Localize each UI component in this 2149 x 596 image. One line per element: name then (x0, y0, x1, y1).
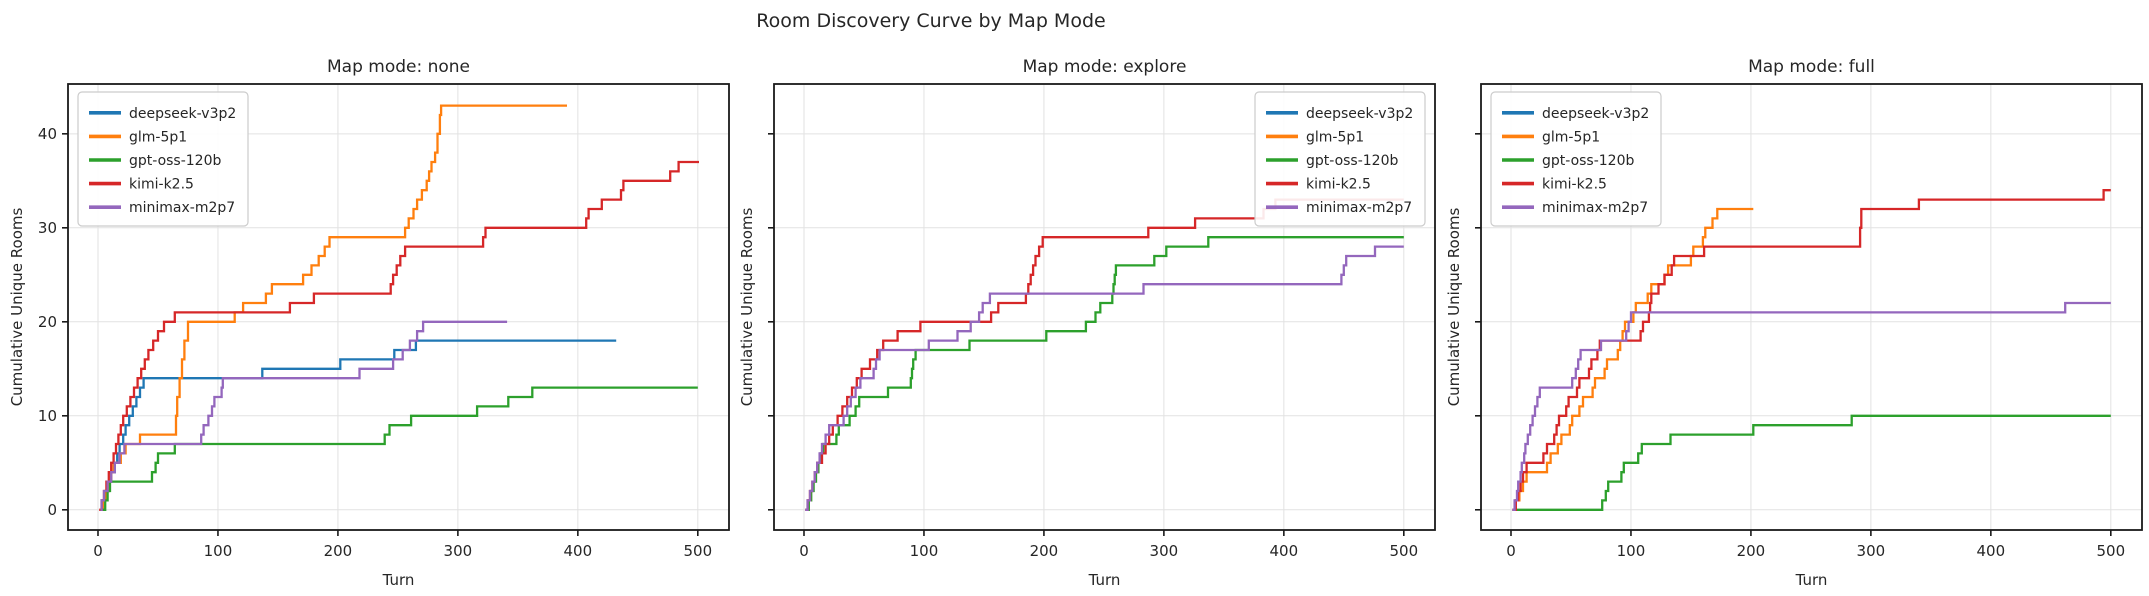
legend-box (77, 91, 249, 227)
series-line-glm-5p1 (100, 104, 567, 511)
legend-label: kimi-k2.5 (1306, 177, 1371, 193)
x-tick-label: 100 (1617, 542, 1646, 560)
x-tick-label: 100 (204, 542, 233, 560)
figure-title: Room Discovery Curve by Map Mode (756, 10, 1105, 32)
y-axis-label: Cumulative Unique Rooms (8, 208, 26, 407)
legend-label: glm-5p1 (1542, 129, 1600, 145)
legend-label: gpt-oss-120b (1542, 153, 1635, 169)
series-line-minimax-m2p7 (1512, 301, 2111, 511)
x-tick-label: 300 (1857, 542, 1886, 560)
x-tick-label: 200 (1737, 542, 1766, 560)
legend-label: glm-5p1 (129, 129, 187, 145)
series-line-glm-5p1 (1512, 207, 1754, 511)
x-tick-label: 300 (1150, 542, 1179, 560)
legend-label: minimax-m2p7 (1542, 200, 1648, 216)
y-axis-label: Cumulative Unique Rooms (738, 208, 756, 407)
legend-label: minimax-m2p7 (129, 200, 235, 216)
legend: deepseek-v3p2 glm-5p1 gpt-oss-120b kimi-k2.… (77, 91, 249, 227)
legend-box (1490, 91, 1662, 227)
series-line-gpt-oss-120b (806, 236, 1404, 511)
legend-label: gpt-oss-120b (129, 153, 222, 169)
x-tick-label: 300 (444, 542, 473, 560)
axes-explore: 0 100 200 300 400 500 Map mode: explore Turn Cum… (738, 57, 1436, 589)
x-tick-label: 0 (93, 542, 103, 560)
legend-label: glm-5p1 (1306, 129, 1364, 145)
y-tick-label: 20 (38, 313, 57, 331)
x-tick-label: 400 (1977, 542, 2006, 560)
subplot-title: Map mode: explore (1023, 57, 1187, 77)
legend-label: kimi-k2.5 (129, 177, 194, 193)
series-line-gpt-oss-120b (101, 386, 698, 511)
x-tick-label: 200 (1030, 542, 1059, 560)
series-line-kimi-k2.5 (1513, 189, 2111, 511)
x-axis-label: Turn (1795, 571, 1828, 589)
x-tick-label: 100 (910, 542, 939, 560)
axes-spines (773, 83, 1436, 531)
axes-full: 0 100 200 300 400 500 Map mode: full Turn Cumula… (1445, 57, 2143, 589)
x-tick-label: 200 (324, 542, 353, 560)
axes-spines (1480, 83, 2143, 531)
y-axis-label: Cumulative Unique Rooms (1445, 208, 1463, 407)
legend-label: deepseek-v3p2 (129, 106, 236, 122)
series-line-gpt-oss-120b (1513, 414, 2111, 511)
x-axis-label: Turn (382, 571, 415, 589)
axes-none: 0 100 200 300 400 500 0 10 20 30 40 Map mode: none T… (8, 57, 730, 589)
legend-label: kimi-k2.5 (1542, 177, 1607, 193)
legend: deepseek-v3p2 glm-5p1 gpt-oss-120b kimi-k2.… (1490, 91, 1662, 227)
legend-box (1254, 91, 1426, 227)
series-line-minimax-m2p7 (100, 320, 508, 511)
y-tick-label: 10 (38, 407, 57, 425)
axes-spines (67, 83, 730, 531)
x-tick-label: 0 (1506, 542, 1516, 560)
legend-label: gpt-oss-120b (1306, 153, 1399, 169)
y-tick-label: 40 (38, 125, 57, 143)
y-tick-label: 30 (38, 219, 57, 237)
y-tick-label: 0 (47, 501, 57, 519)
legend-label: deepseek-v3p2 (1542, 106, 1649, 122)
legend-label: deepseek-v3p2 (1306, 106, 1413, 122)
x-tick-label: 500 (1389, 542, 1418, 560)
legend-label: minimax-m2p7 (1306, 200, 1412, 216)
x-tick-label: 400 (564, 542, 593, 560)
legend: deepseek-v3p2 glm-5p1 gpt-oss-120b kimi-k2.… (1254, 91, 1426, 227)
series-line-deepseek-v3p2 (100, 339, 617, 511)
x-tick-label: 500 (683, 542, 712, 560)
x-axis-label: Turn (1088, 571, 1121, 589)
series-line-minimax-m2p7 (805, 245, 1404, 511)
x-tick-label: 400 (1270, 542, 1299, 560)
x-tick-label: 500 (2096, 542, 2125, 560)
series-line-kimi-k2.5 (99, 160, 699, 511)
series-line-kimi-k2.5 (805, 198, 1404, 511)
subplot-title: Map mode: none (327, 57, 470, 77)
subplot-title: Map mode: full (1748, 57, 1875, 77)
x-tick-label: 0 (799, 542, 809, 560)
